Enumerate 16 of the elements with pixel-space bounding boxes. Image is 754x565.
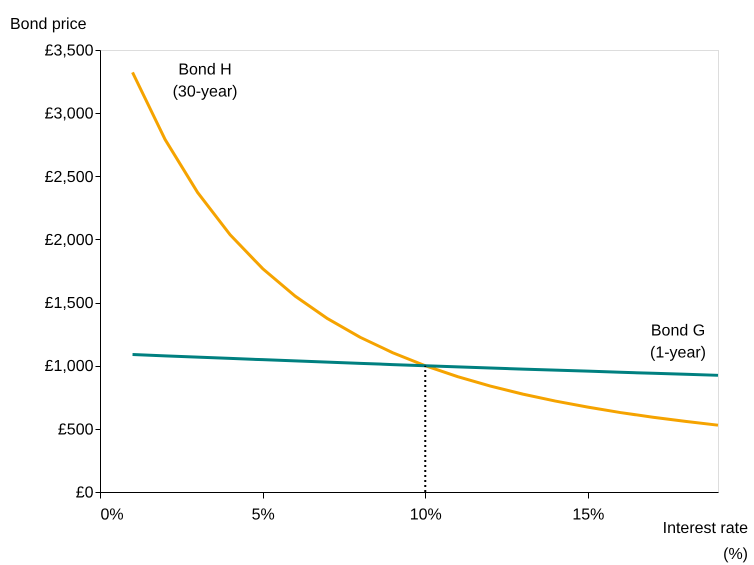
x-tick-label: 15% [572, 506, 604, 524]
y-axis-title: Bond price [10, 16, 87, 33]
y-tick-label: £1,500 [44, 295, 94, 312]
y-tick-label: £2,500 [44, 168, 94, 186]
y-tick-label: £3,000 [44, 106, 94, 123]
series-label: Bond H (30-year) [172, 61, 238, 100]
y-tick-label: £3,500 [44, 42, 94, 60]
y-tick-label: £2,000 [44, 232, 94, 249]
x-tick-label: 0% [100, 506, 124, 524]
x-axis-title: Interest rate (%) [662, 520, 748, 563]
series-label: Bond G (1-year) [650, 322, 706, 362]
x-tick-label: 5% [252, 506, 275, 524]
y-tick-label: £500 [58, 421, 94, 438]
x-tick-label: 10% [410, 506, 442, 524]
y-tick-label: £0 [76, 484, 94, 502]
y-tick-label: £1,000 [44, 358, 94, 376]
